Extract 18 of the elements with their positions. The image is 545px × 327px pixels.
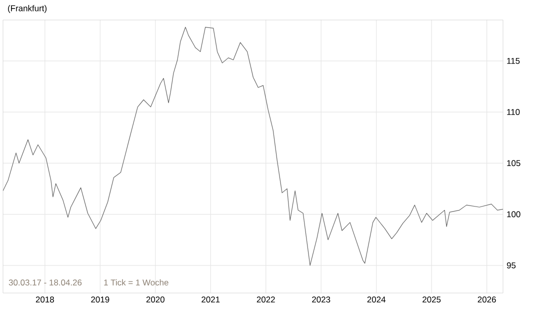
x-tick-label: 2019 xyxy=(91,296,110,303)
y-tick-label: 95 xyxy=(506,262,516,268)
x-tick-label: 2025 xyxy=(422,296,441,303)
annotation: 1 Tick = 1 Woche xyxy=(104,279,168,286)
x-tick-label: 2021 xyxy=(202,296,220,303)
x-tick-label: 2024 xyxy=(367,296,386,303)
x-tick-label: 2022 xyxy=(256,296,275,303)
y-tick-label: 110 xyxy=(507,109,520,116)
x-tick-label: 2020 xyxy=(146,296,164,303)
chart-title: (Frankfurt) xyxy=(8,5,47,13)
y-tick-label: 100 xyxy=(507,211,520,218)
y-tick-label: 115 xyxy=(507,58,520,64)
line-series xyxy=(3,26,504,266)
x-tick-label: 2026 xyxy=(478,296,496,303)
annotation: 30.03.17 - 18.04.26 xyxy=(8,279,82,286)
y-tick-label: 105 xyxy=(507,160,520,166)
x-tick-label: 2018 xyxy=(36,296,54,303)
x-tick-label: 2023 xyxy=(312,296,330,303)
